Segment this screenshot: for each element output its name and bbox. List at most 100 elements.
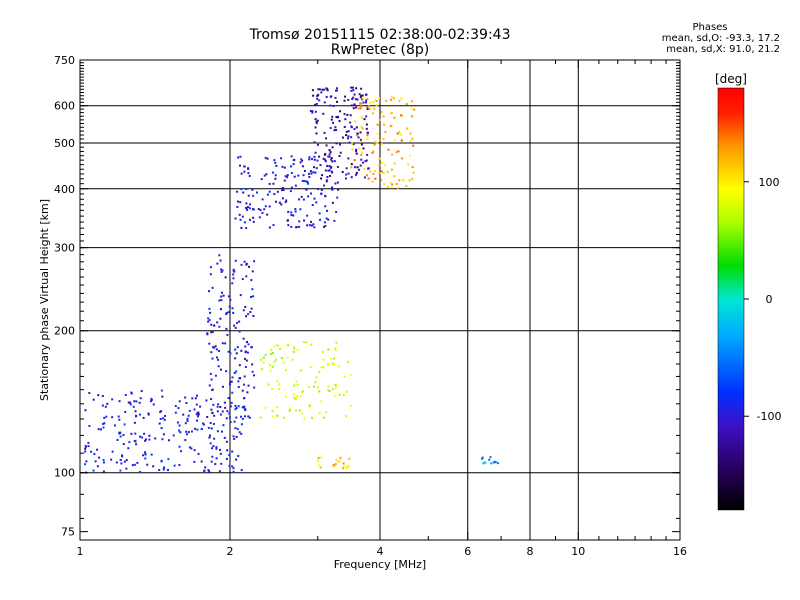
data-point [386, 170, 389, 173]
data-point [259, 209, 262, 212]
data-point [146, 463, 149, 466]
data-point [299, 161, 302, 164]
data-point [276, 415, 279, 418]
data-point [228, 416, 231, 419]
data-point [297, 174, 300, 177]
data-point [280, 357, 283, 360]
data-point [330, 118, 333, 121]
data-point [269, 364, 272, 367]
data-point [252, 208, 255, 211]
data-point [362, 97, 365, 100]
data-point [239, 294, 242, 297]
data-point [355, 150, 358, 153]
data-point [396, 187, 399, 190]
data-point [327, 169, 330, 172]
data-point [248, 416, 251, 419]
data-point [303, 180, 306, 183]
y-tick-label: 75 [61, 526, 75, 539]
data-point [240, 349, 243, 352]
data-point [313, 155, 316, 158]
data-point [113, 424, 116, 427]
data-point [376, 133, 379, 136]
data-point [210, 351, 213, 354]
data-point [228, 464, 231, 467]
data-point [293, 396, 296, 399]
data-point [311, 111, 314, 114]
data-point [292, 393, 295, 396]
data-point [320, 366, 323, 369]
data-point [209, 442, 212, 445]
data-point [334, 387, 337, 390]
data-point [219, 259, 222, 262]
data-point [139, 435, 142, 438]
data-point [274, 200, 277, 203]
data-point [279, 347, 282, 350]
data-point [119, 431, 122, 434]
data-point [270, 349, 273, 352]
data-point [282, 416, 285, 419]
data-point [329, 174, 332, 177]
data-point [325, 144, 328, 147]
data-point [309, 365, 312, 368]
data-point [106, 402, 109, 405]
data-point [341, 136, 344, 139]
data-point [373, 107, 376, 110]
data-point [210, 398, 213, 401]
data-point [353, 103, 356, 106]
data-point [88, 424, 91, 427]
data-point [215, 348, 218, 351]
data-point [273, 193, 276, 196]
data-point [251, 288, 254, 291]
data-point [313, 166, 316, 169]
colorbar-gradient [717, 87, 745, 511]
data-point [322, 112, 325, 115]
data-point [378, 97, 381, 100]
data-point [411, 177, 414, 180]
data-point [240, 263, 243, 266]
data-point [389, 181, 392, 184]
data-point [315, 132, 318, 135]
data-point [236, 346, 239, 349]
data-point [128, 441, 131, 444]
data-point [339, 456, 342, 459]
data-point [87, 445, 90, 448]
data-point [390, 98, 393, 101]
data-point [326, 175, 329, 178]
data-point [372, 101, 375, 104]
data-point [347, 130, 350, 133]
data-point [266, 157, 269, 160]
data-point [196, 394, 199, 397]
data-point [298, 409, 301, 412]
data-point [331, 186, 334, 189]
data-point [338, 393, 341, 396]
data-point [97, 394, 100, 397]
data-point [246, 391, 249, 394]
data-point [264, 407, 267, 410]
data-point [243, 406, 246, 409]
data-point [131, 464, 134, 467]
data-point [379, 139, 382, 142]
data-point [351, 86, 354, 89]
data-point [374, 141, 377, 144]
data-point [208, 384, 211, 387]
colorbar-ticks: -100 0 100 [744, 176, 781, 423]
data-point [354, 120, 357, 123]
data-point [237, 156, 240, 159]
data-point [227, 350, 230, 353]
data-point [328, 390, 331, 393]
data-point [329, 151, 332, 154]
data-point [401, 157, 404, 160]
data-point [313, 158, 316, 161]
data-point [286, 219, 289, 222]
data-point [150, 397, 153, 400]
data-point [303, 169, 306, 172]
data-point [321, 88, 324, 91]
data-point [346, 113, 349, 116]
data-point [365, 123, 368, 126]
data-point [168, 439, 171, 442]
data-point [409, 140, 412, 143]
data-point [290, 165, 293, 168]
data-point [314, 126, 317, 129]
data-point [263, 208, 266, 211]
data-point [318, 371, 321, 374]
